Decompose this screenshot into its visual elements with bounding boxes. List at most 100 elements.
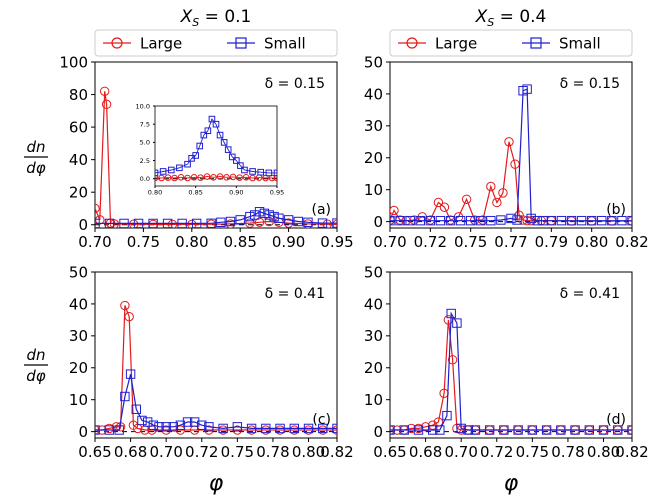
panel-a-inset-point-small <box>233 157 240 164</box>
panel-a-inset-point-large <box>184 174 191 182</box>
a-ytick-label: 80 <box>69 86 88 104</box>
b-xtick-label: 0.70 <box>373 233 406 251</box>
d-ytick-label: 0 <box>373 423 383 441</box>
panel-d-point-large <box>447 355 458 365</box>
c-ytick-label: 0 <box>78 423 88 441</box>
panel-a-point-small <box>216 217 226 228</box>
panel-b-line-small <box>390 88 632 222</box>
d-delta-annotation: δ = 0.41 <box>560 286 620 302</box>
panel-a-point-small <box>119 218 129 228</box>
panel-a-point-small <box>245 211 255 222</box>
panel-c-point-small <box>303 423 314 434</box>
panel-c-point-small <box>120 391 130 402</box>
panel-a-inset-point-large <box>164 174 172 181</box>
b-xtick-label: 0.72 <box>414 233 447 251</box>
panel-a-inset-point-small <box>224 146 232 153</box>
panel-b-point-large <box>461 194 472 204</box>
panel-c-point-small <box>246 423 257 434</box>
panel-c-point-small <box>218 423 228 434</box>
legend-right-small-label: Small <box>559 35 601 53</box>
legend-left: Large Small <box>94 29 338 57</box>
panel-a-inset-point-small <box>159 168 167 175</box>
panel-d-point-large <box>420 422 431 432</box>
b-xtick-label: 0.75 <box>454 233 487 251</box>
panel-a-inset-series-large <box>155 173 277 182</box>
panel-a-inset-series-small <box>155 115 277 177</box>
panel-d-point-small <box>484 425 495 435</box>
panel-b-point-small <box>455 215 466 226</box>
panel-a-series-small <box>95 207 337 228</box>
panel-a-point-small <box>283 215 294 225</box>
c-frame <box>94 271 338 439</box>
panel-c-line-small <box>95 374 337 431</box>
panel-b-point-small <box>532 215 542 226</box>
legend-right-frame <box>389 29 633 57</box>
panel-d-point-small <box>627 425 632 435</box>
panel-d: 0.65 0.68 0.70 0.72 0.75 0.78 0.800.82 0 10 20 30 4… <box>364 263 649 461</box>
panel-b-point-large <box>492 197 502 208</box>
panel-c-point-small <box>104 425 114 435</box>
panel-a-point-small <box>95 218 100 228</box>
a-inset-xtick-label: 0.80 <box>148 189 162 197</box>
ylabel-top-numerator: dn <box>26 138 45 156</box>
panel-a-inset-point-small <box>237 162 244 169</box>
a-inset-xtick-label: 0.85 <box>188 189 202 197</box>
panel-c-point-small <box>189 417 200 427</box>
panel-b-point-large <box>504 137 514 147</box>
panel-b-point-small <box>526 213 536 224</box>
panel-b-point-small <box>627 215 632 226</box>
panel-d-point-small <box>584 425 594 435</box>
panel-c-point-large <box>120 300 130 311</box>
panel-b-point-large <box>486 181 496 192</box>
panel-d-point-small <box>527 425 538 435</box>
a-inset-xtick-label: 0.90 <box>229 189 243 197</box>
ylabel-bottom: dn dφ <box>24 346 48 385</box>
panel-c-point-large <box>111 422 122 432</box>
panel-a-inset-point-small <box>176 164 183 172</box>
panel-a-inset-point-large <box>223 173 230 181</box>
c-ytick-label: 30 <box>69 327 88 345</box>
panel-b-point-small <box>395 215 405 226</box>
panel-a-point-small <box>269 211 279 222</box>
legend-left-large-marker <box>111 37 123 49</box>
c-delta-annotation: δ = 0.41 <box>265 286 325 302</box>
panel-b-point-small <box>512 215 522 225</box>
panel-d-point-small <box>399 425 409 435</box>
panel-a-inset-point-large <box>203 173 211 180</box>
panel-d-series-small <box>390 308 632 435</box>
legend-left-large-label: Large <box>140 35 182 53</box>
c-panel-label: (c) <box>312 412 331 428</box>
panel-a-point-small <box>259 208 270 219</box>
panel-a-inset-point-large <box>236 174 243 181</box>
panel-b-point-small <box>556 215 567 226</box>
panel-a-inset-point-small <box>265 169 273 177</box>
panel-d-point-small <box>442 410 452 421</box>
a-xtick-label: 0.80 <box>175 233 208 251</box>
b-ytick-label: 0 <box>373 213 383 231</box>
panel-b-point-small <box>607 215 617 226</box>
panel-a-point-large <box>264 216 274 227</box>
panel-a-point-small <box>235 215 245 225</box>
panel-d-point-small <box>428 425 438 435</box>
panel-a-point-small <box>162 218 173 228</box>
panel-b-point-small <box>405 215 415 226</box>
a-ytick-label: 20 <box>69 184 88 202</box>
a-delta-annotation: δ = 0.15 <box>265 76 325 92</box>
a-inset-ytick-label: 5.0 <box>140 139 150 147</box>
xlabel-left: φ <box>209 471 224 496</box>
d-frame <box>389 271 633 439</box>
b-xtick-label: 0.79 <box>535 233 568 251</box>
legend-right: Large Small <box>389 29 633 57</box>
panel-a-point-large <box>95 203 100 214</box>
panel-c-point-small <box>289 423 299 434</box>
d-xtick-label: 0.72 <box>480 443 513 461</box>
panel-a-inset-point-small <box>228 153 236 161</box>
panel-a-inset-point-small <box>200 131 208 139</box>
panel-d-point-small <box>570 425 580 435</box>
panel-c-point-small <box>95 425 100 435</box>
panel-a-point-small <box>332 218 337 228</box>
panel-a-inset-point-small <box>212 120 220 128</box>
panel-b: 0.70 0.72 0.75 0.77 0.79 0.80 0.82 0 10 20 30 40 50 δ… <box>364 53 649 251</box>
d-ytick-label: 10 <box>364 391 383 409</box>
